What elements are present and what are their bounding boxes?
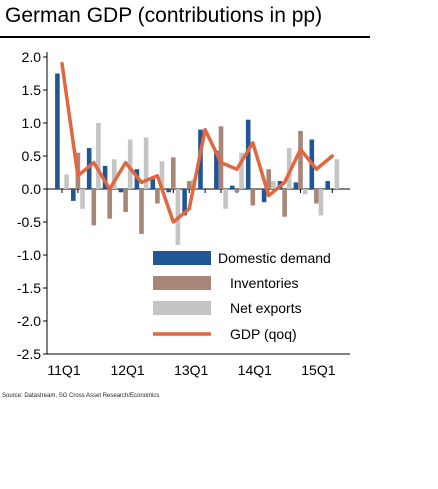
bar-domestic-demand: [230, 185, 235, 189]
legend-swatch-domestic-demand: [153, 251, 211, 265]
bar-inventories: [155, 189, 160, 204]
y-tick-label: -1.5: [17, 280, 41, 296]
bar-domestic-demand: [55, 73, 60, 189]
bar-domestic-demand: [261, 189, 267, 203]
bar-net-exports: [223, 189, 228, 209]
x-tick-label: 11Q1: [47, 362, 80, 378]
bar-inventories: [282, 189, 287, 217]
bar-net-exports: [96, 123, 101, 189]
y-tick-label: -2.5: [17, 346, 41, 362]
bar-inventories: [139, 189, 144, 234]
legend-swatch-inventories: [153, 276, 211, 290]
bar-inventories: [266, 169, 271, 189]
bar-inventories: [298, 130, 303, 189]
bar-domestic-demand: [166, 189, 171, 193]
bar-domestic-demand: [293, 182, 299, 189]
y-tick-label: 1.0: [22, 115, 42, 131]
x-tick-label: 15Q1: [301, 362, 335, 378]
bar-domestic-demand: [102, 165, 108, 189]
bar-inventories: [234, 189, 240, 193]
source-note: Source: Datastream, SG Cross Asset Resea…: [2, 393, 160, 399]
chart-title: German GDP (contributions in pp): [5, 4, 323, 27]
bar-domestic-demand: [325, 181, 330, 189]
legend-label-net-exports: Net exports: [230, 300, 302, 316]
y-tick-label: -0.5: [17, 214, 41, 230]
bar-net-exports: [286, 148, 292, 189]
bar-net-exports: [64, 174, 69, 189]
bar-net-exports: [302, 189, 308, 195]
bar-inventories: [91, 189, 97, 226]
y-tick-label: 0.5: [22, 148, 42, 164]
legend-label-inventories: Inventories: [230, 275, 298, 291]
bar-inventories: [171, 157, 176, 189]
bar-domestic-demand: [245, 119, 251, 189]
bar-net-exports: [112, 159, 117, 189]
x-tick-label: 12Q1: [110, 362, 144, 378]
y-tick-label: 1.5: [22, 82, 42, 98]
bar-inventories: [123, 189, 128, 213]
bar-net-exports: [334, 159, 340, 189]
bar-domestic-demand: [150, 179, 156, 189]
title-rule: [0, 36, 370, 38]
bar-domestic-demand: [118, 189, 124, 193]
y-tick-label: -1.0: [17, 247, 41, 263]
legend-label-domestic-demand: Domestic demand: [218, 250, 331, 266]
bar-domestic-demand: [182, 189, 187, 216]
bar-net-exports: [318, 189, 324, 216]
bar-domestic-demand: [71, 189, 76, 201]
bar-net-exports: [239, 152, 244, 189]
gdp-line: [60, 61, 335, 224]
bar-domestic-demand: [214, 150, 219, 189]
bar-inventories: [218, 126, 224, 189]
y-tick-label: -2.0: [17, 313, 41, 329]
bar-net-exports: [80, 189, 85, 209]
legend-swatch-net-exports: [153, 301, 211, 315]
bar-inventories: [314, 189, 319, 204]
x-tick-label: 14Q1: [238, 362, 272, 378]
legend-label-gdp-qoq: GDP (qoq): [230, 326, 297, 342]
bar-net-exports: [271, 181, 276, 189]
bar-net-exports: [143, 137, 149, 189]
bar-net-exports: [127, 139, 133, 189]
bar-inventories: [250, 189, 256, 206]
y-tick-label: 2.0: [22, 49, 42, 65]
bar-inventories: [107, 189, 112, 219]
y-tick-label: 0.0: [22, 181, 42, 197]
x-tick-label: 13Q1: [174, 362, 208, 378]
bar-inventories: [186, 181, 192, 189]
bar-net-exports: [159, 161, 165, 189]
